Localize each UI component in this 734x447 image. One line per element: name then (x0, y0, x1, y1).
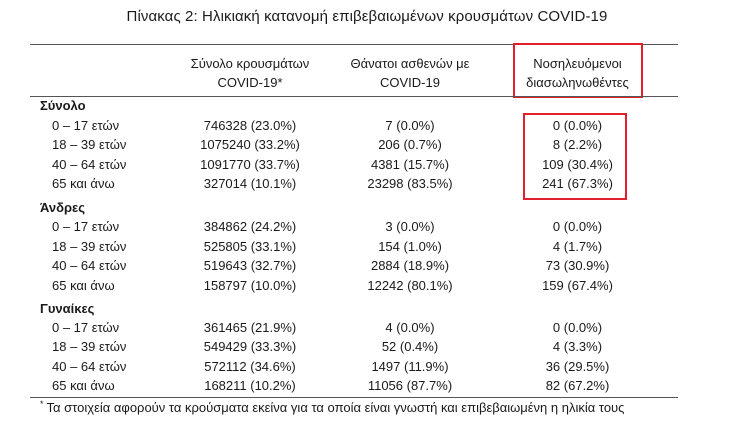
deaths-cell: 154 (1.0%) (378, 239, 442, 254)
table-row: 0 – 17 ετών 746328 (23.0%) 7 (0.0%) 0 (0… (0, 118, 734, 137)
table-row: 18 – 39 ετών 525805 (33.1%) 154 (1.0%) 4… (0, 239, 734, 258)
table-header-rule (30, 96, 678, 97)
table-row: 18 – 39 ετών 549429 (33.3%) 52 (0.4%) 4 … (0, 339, 734, 358)
age-label: 18 – 39 ετών (52, 339, 127, 354)
cases-cell: 1075240 (33.2%) (200, 137, 300, 152)
column-header-line: διασωληνωθέντες (526, 75, 629, 90)
group-label-men: Άνδρες (40, 200, 85, 215)
cases-cell: 361465 (21.9%) (203, 320, 297, 335)
column-header-deaths: Θάνατοι ασθενών με COVID-19 (340, 54, 480, 92)
intubated-cell: 241 (67.3%) (542, 176, 613, 191)
intubated-cell: 109 (30.4%) (542, 157, 613, 172)
cases-cell: 572112 (34.6%) (204, 359, 296, 374)
age-label: 18 – 39 ετών (52, 239, 127, 254)
intubated-cell: 4 (3.3%) (552, 339, 603, 354)
table-row: 40 – 64 ετών 519643 (32.7%) 2884 (18.9%)… (0, 258, 734, 277)
column-header-line: Νοσηλευόμενοι (533, 56, 622, 71)
column-header-intubated: Νοσηλευόμενοι διασωληνωθέντες (515, 54, 640, 92)
column-header-line: COVID-19 (380, 75, 440, 90)
cases-cell: 746328 (23.0%) (203, 118, 297, 133)
age-label: 0 – 17 ετών (52, 320, 120, 335)
cases-cell: 519643 (32.7%) (203, 258, 297, 273)
deaths-cell: 2884 (18.9%) (370, 258, 450, 273)
age-label: 65 και άνω (52, 176, 115, 191)
deaths-cell: 1497 (11.9%) (371, 359, 449, 374)
deaths-cell: 4381 (15.7%) (370, 157, 450, 172)
deaths-cell: 52 (0.4%) (381, 339, 439, 354)
table-row: 18 – 39 ετών 1075240 (33.2%) 206 (0.7%) … (0, 137, 734, 156)
column-header-line: COVID-19* (217, 75, 283, 90)
intubated-cell: 0 (0.0%) (552, 320, 603, 335)
deaths-cell: 12242 (80.1%) (367, 278, 453, 293)
table-row: 40 – 64 ετών 1091770 (33.7%) 4381 (15.7%… (0, 157, 734, 176)
age-label: 18 – 39 ετών (52, 137, 127, 152)
footnote-text: Τα στοιχεία αφορούν τα κρούσματα εκείνα … (46, 400, 625, 415)
table-row: 65 και άνω 158797 (10.0%) 12242 (80.1%) … (0, 278, 734, 297)
intubated-cell: 82 (67.2%) (545, 378, 610, 393)
footnote-mark: * (40, 399, 44, 409)
deaths-cell: 3 (0.0%) (385, 219, 435, 234)
cases-cell: 525805 (33.1%) (203, 239, 297, 254)
intubated-cell: 159 (67.4%) (542, 278, 613, 293)
page-title: Πίνακας 2: Ηλικιακή κατανομή επιβεβαιωμέ… (126, 8, 608, 25)
age-label: 0 – 17 ετών (52, 118, 120, 133)
table-bottom-rule (30, 397, 678, 398)
column-header-line: Θάνατοι ασθενών με (350, 56, 470, 71)
group-label-women: Γυναίκες (40, 301, 95, 316)
deaths-cell: 11056 (87.7%) (367, 378, 453, 393)
group-label-total: Σύνολο (40, 98, 86, 113)
cases-cell: 158797 (10.0%) (203, 278, 297, 293)
deaths-cell: 7 (0.0%) (385, 118, 435, 133)
cases-cell: 549429 (33.3%) (203, 339, 297, 354)
table-row: 65 και άνω 168211 (10.2%) 11056 (87.7%) … (0, 378, 734, 397)
age-label: 40 – 64 ετών (52, 258, 127, 273)
deaths-cell: 206 (0.7%) (378, 137, 442, 152)
highlight-box-header (513, 43, 643, 98)
intubated-cell: 36 (29.5%) (545, 359, 610, 374)
age-label: 65 και άνω (52, 278, 115, 293)
column-header-cases: Σύνολο κρουσμάτων COVID-19* (180, 54, 320, 92)
table-row: 40 – 64 ετών 572112 (34.6%) 1497 (11.9%)… (0, 359, 734, 378)
footnote: * Τα στοιχεία αφορούν τα κρούσματα εκείνα… (40, 399, 625, 415)
cases-cell: 327014 (10.1%) (203, 176, 297, 191)
intubated-cell: 8 (2.2%) (552, 137, 603, 152)
age-label: 0 – 17 ετών (52, 219, 120, 234)
age-label: 40 – 64 ετών (52, 359, 127, 374)
intubated-cell: 0 (0.0%) (552, 118, 603, 133)
table-row: 65 και άνω 327014 (10.1%) 23298 (83.5%) … (0, 176, 734, 195)
cases-cell: 1091770 (33.7%) (200, 157, 300, 172)
deaths-cell: 23298 (83.5%) (367, 176, 453, 191)
column-header-line: Σύνολο κρουσμάτων (190, 56, 310, 71)
cases-cell: 168211 (10.2%) (204, 378, 296, 393)
intubated-cell: 0 (0.0%) (552, 219, 603, 234)
table-row: 0 – 17 ετών 384862 (24.2%) 3 (0.0%) 0 (0… (0, 219, 734, 238)
age-label: 65 και άνω (52, 378, 115, 393)
deaths-cell: 4 (0.0%) (385, 320, 435, 335)
age-label: 40 – 64 ετών (52, 157, 127, 172)
table-top-rule (30, 44, 678, 45)
intubated-cell: 4 (1.7%) (552, 239, 603, 254)
highlight-box-data (523, 113, 627, 200)
table-row: 0 – 17 ετών 361465 (21.9%) 4 (0.0%) 0 (0… (0, 320, 734, 339)
cases-cell: 384862 (24.2%) (203, 219, 297, 234)
intubated-cell: 73 (30.9%) (545, 258, 610, 273)
